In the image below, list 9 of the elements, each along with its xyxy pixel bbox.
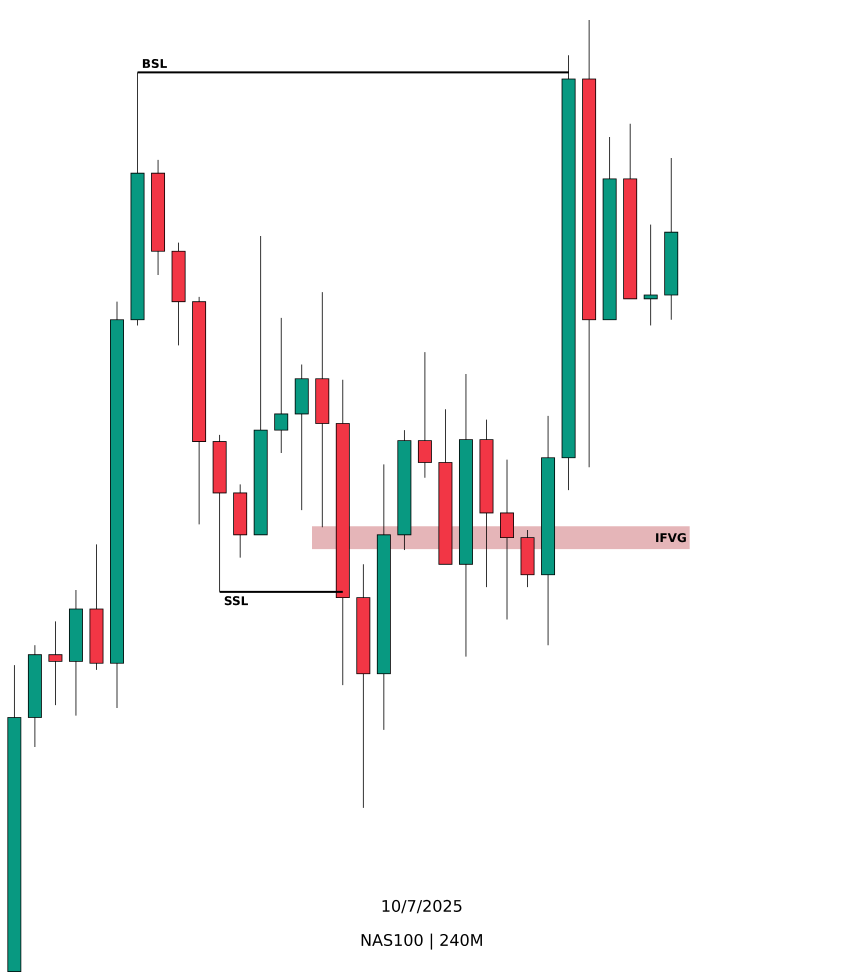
candlestick [418,352,432,478]
ref-line-label: SSL [224,596,248,606]
text: 10/7/2025 [382,900,462,914]
text: NAS100 | 240M [362,934,482,950]
band-label: IFVG [656,533,686,542]
ref-line-label: BSL [143,58,168,68]
candlestick [48,621,63,706]
candlestick [274,317,288,454]
candlestick [644,224,658,326]
